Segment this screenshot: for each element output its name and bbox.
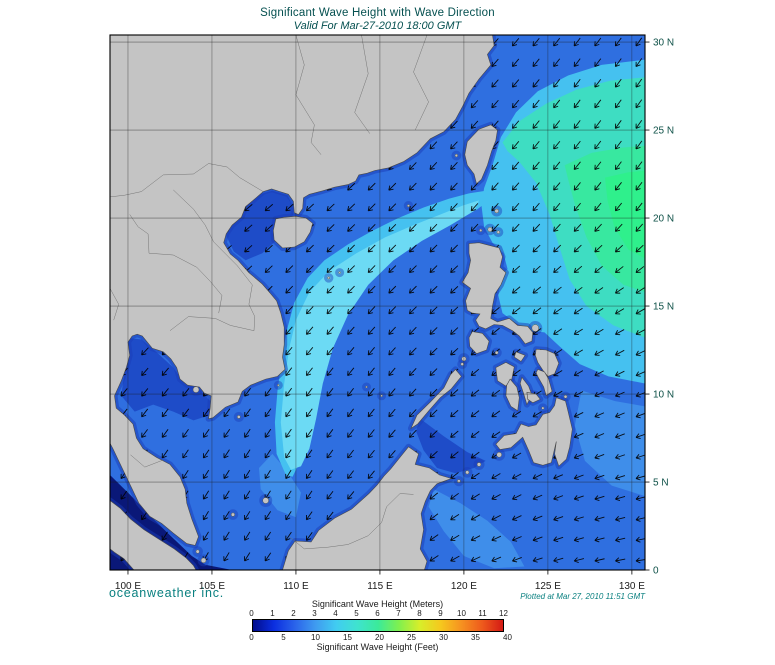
land-sumatra (110, 500, 197, 570)
land-luzon (461, 242, 534, 345)
island (531, 324, 540, 332)
legend-meters-title: Significant Wave Height (Meters) (311, 599, 444, 609)
island (380, 394, 383, 398)
oceanweather-logo-text: oceanweather inc. (109, 586, 225, 600)
island (494, 350, 499, 355)
lat-tick-label: 20 N (653, 214, 674, 225)
feet-tick-label: 10 (311, 633, 320, 642)
meters-tick-label: 9 (438, 609, 443, 618)
island (476, 462, 482, 467)
land-hainan (272, 215, 314, 249)
island (479, 228, 483, 232)
island (541, 406, 545, 410)
meters-tick-label: 7 (396, 609, 401, 618)
lon-tick-label: 120 E (451, 581, 477, 592)
map-frame (109, 34, 646, 571)
map-inner (110, 35, 645, 570)
graticule (110, 35, 645, 570)
island (192, 386, 200, 393)
land-taiwan (464, 124, 498, 185)
island (195, 549, 200, 554)
legend-meters-ticks: 0 1 2 3 4 5 6 7 8 9 10 11 12 (249, 609, 508, 618)
country-borders (110, 35, 429, 550)
meters-tick-label: 12 (499, 609, 508, 618)
axis-labels: 100 E 105 E 110 E 115 E 120 E 125 E 130 E 0 5 N 1… (115, 38, 674, 592)
island (230, 512, 236, 517)
lon-tick-label: 100 E (115, 581, 141, 592)
land-layer (110, 35, 573, 570)
feet-tick-label: 35 (471, 633, 480, 642)
feet-tick-label: 15 (343, 633, 352, 642)
island (338, 271, 341, 274)
meters-tick-label: 2 (291, 609, 296, 618)
meters-tick-label: 10 (457, 609, 466, 618)
meters-tick-label: 1 (270, 609, 275, 618)
lat-tick-label: 30 N (653, 38, 674, 49)
feet-tick-label: 30 (439, 633, 448, 642)
lat-tick-label: 15 N (653, 302, 674, 313)
island (454, 153, 459, 158)
island (365, 385, 368, 389)
feet-tick-label: 20 (375, 633, 384, 642)
lat-tick-label: 10 N (653, 390, 674, 401)
island (496, 452, 502, 458)
island (200, 557, 207, 564)
land-mindanao (495, 397, 573, 467)
lat-tick-label: 5 N (653, 478, 669, 489)
land-borneo (282, 446, 453, 570)
land-bohol (526, 391, 541, 404)
meters-tick-label: 3 (312, 609, 317, 618)
meters-tick-label: 8 (417, 609, 422, 618)
island (327, 276, 331, 280)
lon-tick-label: 105 E (199, 581, 225, 592)
lon-tick-label: 115 E (367, 581, 393, 592)
legend-feet-ticks: 0 5 10 15 20 25 30 35 40 (249, 633, 512, 642)
island (460, 362, 464, 366)
colorbar (251, 619, 504, 632)
feet-tick-label: 5 (281, 633, 286, 642)
island (487, 227, 493, 232)
legend-feet-title: Significant Wave Height (Feet) (316, 642, 439, 652)
island (277, 383, 280, 387)
page-title: Significant Wave Height with Wave Direct… (260, 7, 495, 19)
lon-tick-label: 130 E (619, 581, 645, 592)
island (465, 470, 470, 475)
meters-tick-label: 6 (375, 609, 380, 618)
island (236, 415, 241, 419)
lat-tick-label: 0 (653, 566, 659, 577)
lat-tick-label: 25 N (653, 126, 674, 137)
island (407, 204, 410, 208)
land-masbate (513, 351, 526, 362)
meters-tick-label: 11 (478, 609, 487, 618)
plotted-timestamp: Plotted at Mar 27, 2010 11:51 GMT (520, 592, 645, 601)
lon-tick-label: 125 E (535, 581, 561, 592)
land-mindoro (468, 331, 490, 354)
lon-tick-label: 110 E (283, 581, 309, 592)
land-negros (505, 378, 520, 412)
valid-time-subtitle: Valid For Mar-27-2010 18:00 GMT (293, 20, 462, 32)
land-samar (534, 348, 560, 377)
wave-map: 100 E 105 E 110 E 115 E 120 E 125 E 130 E 0 5 N 1… (109, 34, 674, 592)
island (496, 230, 501, 234)
feet-tick-label: 40 (503, 633, 512, 642)
axis-ticks (127, 41, 650, 575)
meters-tick-label: 0 (249, 609, 254, 618)
feet-tick-label: 0 (249, 633, 254, 642)
island (262, 497, 269, 504)
feet-tick-label: 25 (407, 633, 416, 642)
land-palawan (410, 368, 462, 430)
land-asia-mainland (110, 35, 495, 546)
meters-tick-label: 4 (333, 609, 338, 618)
island (563, 394, 568, 399)
meters-tick-label: 5 (354, 609, 359, 618)
island (494, 208, 499, 214)
